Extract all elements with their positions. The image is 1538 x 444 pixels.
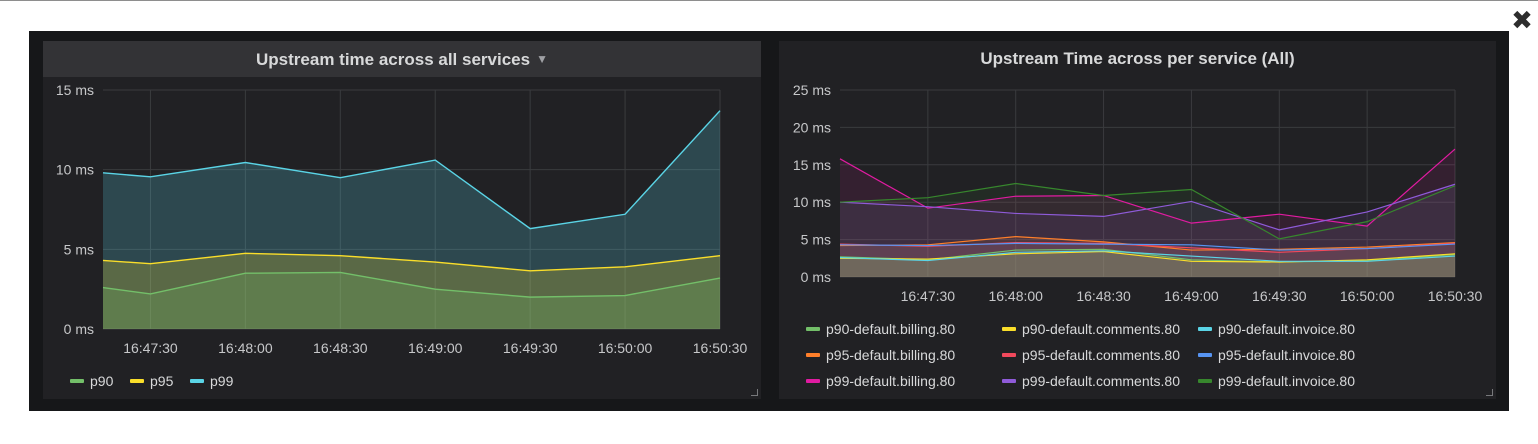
legend-item[interactable]: p90-default.billing.80 xyxy=(806,319,955,339)
legend-swatch xyxy=(806,353,820,357)
x-tick-label: 16:47:30 xyxy=(123,340,178,356)
legend-item[interactable]: p99-default.invoice.80 xyxy=(1198,371,1355,391)
legend-item[interactable]: p95-default.comments.80 xyxy=(1002,345,1180,365)
series-area-p99 xyxy=(103,110,720,329)
legend-item[interactable]: p95-default.billing.80 xyxy=(806,345,955,365)
legend-label: p95-default.billing.80 xyxy=(826,347,956,363)
resize-handle[interactable] xyxy=(1486,389,1493,396)
series-line-p99-default.invoice.80 xyxy=(839,182,1456,240)
chart-upstream-per-service: 0 ms 5 ms 10 ms 15 ms 20 ms 25 ms 16:47:30 16:4… xyxy=(793,82,1483,304)
resize-handle[interactable] xyxy=(751,389,758,396)
legend-label: p95-default.invoice.80 xyxy=(1218,347,1355,363)
x-tick-label: 16:48:00 xyxy=(988,288,1043,304)
series-area-p90-default.comments.80 xyxy=(840,251,1455,277)
legend-swatch xyxy=(1002,379,1016,383)
series-area-p95-default.comments.80 xyxy=(840,242,1455,277)
legend-swatch xyxy=(1198,327,1212,331)
x-tick-label: 16:50:00 xyxy=(1340,288,1395,304)
panel-header[interactable]: Upstream Time across per service (All) xyxy=(779,41,1496,77)
series-line-p90-default.invoice.80 xyxy=(839,250,1456,262)
legend-swatch xyxy=(1198,379,1212,383)
dashboard: Upstream time across all services ▼ 0 ms 5… xyxy=(29,31,1509,411)
legend-item[interactable]: p95 xyxy=(130,371,173,391)
legend-label: p95-default.comments.80 xyxy=(1022,347,1180,363)
series-line-p99 xyxy=(102,110,721,230)
x-tick-label: 16:48:30 xyxy=(313,340,368,356)
y-tick-label: 0 ms xyxy=(801,269,831,285)
x-tick-label: 16:50:30 xyxy=(693,340,748,356)
series-area-p90-default.invoice.80 xyxy=(840,250,1455,277)
y-tick-label: 10 ms xyxy=(56,162,94,178)
y-tick-label: 15 ms xyxy=(56,82,94,98)
y-tick-label: 15 ms xyxy=(793,157,831,173)
legend-label: p90-default.invoice.80 xyxy=(1218,321,1355,337)
x-tick-label: 16:49:30 xyxy=(503,340,558,356)
legend-label: p99-default.comments.80 xyxy=(1022,373,1180,389)
legend-item[interactable]: p90 xyxy=(70,371,113,391)
series-area-p99-default.billing.80 xyxy=(840,149,1455,277)
series-area-p90 xyxy=(103,272,720,329)
legend-swatch xyxy=(1198,353,1212,357)
legend-label: p90-default.billing.80 xyxy=(826,321,956,337)
legend-label: p99 xyxy=(210,373,234,389)
legend-item[interactable]: p95-default.invoice.80 xyxy=(1198,345,1355,365)
legend-item[interactable]: p99-default.comments.80 xyxy=(1002,371,1180,391)
legend-swatch xyxy=(1002,327,1016,331)
legend-label: p90 xyxy=(90,373,114,389)
legend-label: p90-default.comments.80 xyxy=(1022,321,1180,337)
x-tick-label: 16:48:00 xyxy=(218,340,273,356)
panel-title: Upstream time across all services xyxy=(256,50,531,69)
legend-swatch xyxy=(130,379,144,383)
x-tick-label: 16:50:30 xyxy=(1428,288,1483,304)
series-area-p90-default.billing.80 xyxy=(840,249,1455,277)
series-line-p95 xyxy=(102,252,721,272)
legend-label: p95 xyxy=(150,373,174,389)
series-line-p95-default.invoice.80 xyxy=(839,242,1456,251)
legend-swatch xyxy=(806,327,820,331)
y-tick-label: 25 ms xyxy=(793,82,831,98)
x-tick-label: 16:49:00 xyxy=(1164,288,1219,304)
y-tick-label: 0 ms xyxy=(64,321,94,337)
series-area-p95 xyxy=(103,253,720,329)
series-line-p90-default.comments.80 xyxy=(839,250,1456,263)
panel-header[interactable]: Upstream time across all services ▼ xyxy=(43,41,761,77)
y-tick-label: 20 ms xyxy=(793,119,831,135)
y-tick-label: 5 ms xyxy=(64,241,94,257)
top-divider xyxy=(0,0,1538,1)
series-line-p99-default.comments.80 xyxy=(839,183,1456,231)
panel-upstream-per-service: Upstream Time across per service (All) 0… xyxy=(779,41,1496,399)
legend-item[interactable]: p90-default.comments.80 xyxy=(1002,319,1180,339)
panel-upstream-all: Upstream time across all services ▼ 0 ms 5… xyxy=(43,41,761,399)
legend-item[interactable]: p90-default.invoice.80 xyxy=(1198,319,1355,339)
close-icon[interactable]: ✖ xyxy=(1511,5,1533,35)
legend-item[interactable]: p99-default.billing.80 xyxy=(806,371,955,391)
x-tick-label: 16:49:30 xyxy=(1252,288,1307,304)
legend-label: p99-default.invoice.80 xyxy=(1218,373,1355,389)
x-tick-label: 16:48:30 xyxy=(1076,288,1131,304)
y-tick-label: 10 ms xyxy=(793,194,831,210)
series-line-p90 xyxy=(102,271,721,298)
legend-label: p99-default.billing.80 xyxy=(826,373,956,389)
legend-swatch xyxy=(806,379,820,383)
legend-swatch xyxy=(1002,353,1016,357)
y-tick-label: 5 ms xyxy=(801,232,831,248)
panel-title: Upstream Time across per service (All) xyxy=(980,49,1295,68)
legend-swatch xyxy=(190,379,204,383)
chevron-down-icon[interactable]: ▼ xyxy=(536,52,548,66)
x-tick-label: 16:49:00 xyxy=(408,340,463,356)
legend-swatch xyxy=(70,379,84,383)
legend-item[interactable]: p99 xyxy=(190,371,233,391)
chart-upstream-all: 0 ms 5 ms 10 ms 15 ms 16:47:30 16:48:00 16:48:… xyxy=(56,82,748,356)
x-tick-label: 16:47:30 xyxy=(901,288,956,304)
series-area-p99-default.invoice.80 xyxy=(840,183,1455,277)
x-tick-label: 16:50:00 xyxy=(598,340,653,356)
